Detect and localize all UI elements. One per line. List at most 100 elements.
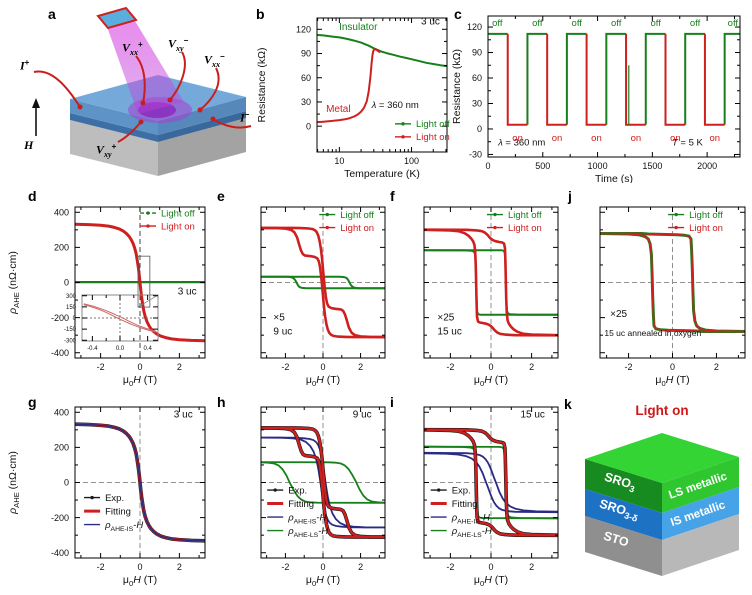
svg-text:3 uc: 3 uc: [178, 287, 197, 298]
contact-wires: [33, 51, 252, 143]
panel-letter-c: c: [454, 6, 462, 22]
svg-text:500: 500: [535, 161, 550, 171]
svg-text:2000: 2000: [697, 161, 717, 171]
svg-text:λ = 360 nm: λ = 360 nm: [371, 100, 419, 111]
svg-text:on: on: [670, 133, 681, 144]
svg-text:3 uc: 3 uc: [421, 17, 440, 28]
svg-text:-150: -150: [64, 327, 77, 333]
svg-text:on: on: [631, 133, 642, 144]
svg-text:ρAHE-LS-H: ρAHE-LS-H: [287, 526, 328, 539]
substrate-side-face: [158, 118, 246, 176]
svg-text:200: 200: [54, 243, 69, 253]
panel-letter-f: f: [390, 188, 395, 204]
svg-text:μ0H (T): μ0H (T): [123, 374, 157, 388]
terminal-label-vxy-plus: Vxy+: [96, 142, 117, 159]
svg-text:off: off: [690, 18, 701, 29]
svg-text:Light off: Light off: [416, 119, 450, 130]
svg-text:μ0H (T): μ0H (T): [306, 374, 340, 388]
svg-text:Resistance (kΩ): Resistance (kΩ): [451, 49, 463, 124]
svg-text:Light off: Light off: [689, 210, 723, 221]
svg-text:Time (s): Time (s): [595, 173, 633, 183]
svg-text:ρAHE (nΩ·cm): ρAHE (nΩ·cm): [7, 451, 21, 515]
interlayer-side-face: [158, 111, 246, 142]
svg-text:0: 0: [320, 362, 325, 372]
svg-text:Fitting: Fitting: [105, 506, 131, 517]
svg-text:10: 10: [334, 156, 344, 166]
svg-text:×25: ×25: [610, 309, 627, 320]
svg-text:Resistance (kΩ): Resistance (kΩ): [256, 48, 268, 123]
svg-text:0: 0: [306, 121, 311, 131]
svg-text:μ0H (T): μ0H (T): [474, 574, 508, 588]
svg-text:90: 90: [472, 48, 482, 58]
svg-text:×5: ×5: [273, 312, 285, 323]
svg-text:ρAHE (nΩ·cm): ρAHE (nΩ·cm): [7, 251, 21, 315]
ls-metallic-face: [662, 457, 739, 513]
svg-text:off: off: [650, 18, 661, 29]
svg-text:Light on: Light on: [635, 403, 688, 418]
chart-ahe-9uc-fit: -2 0 2 μ0H (T) 9 uc Exp. Fitting ρAHE-IS-HρAHE-…: [260, 406, 386, 588]
svg-text:300: 300: [66, 294, 77, 300]
svg-text:-300: -300: [64, 338, 77, 344]
svg-text:60: 60: [472, 73, 482, 83]
svg-text:-2: -2: [446, 562, 454, 572]
svg-text:2: 2: [714, 362, 719, 372]
svg-text:9 uc: 9 uc: [273, 327, 292, 338]
svg-text:150: 150: [66, 305, 77, 311]
panel-letter-e: e: [217, 188, 225, 204]
svg-text:0: 0: [485, 161, 490, 171]
terminal-label-i-minus: I−: [240, 110, 250, 125]
chart-resistance-vs-temperature: 10 100 0 30 60 90 120 Temperature (K) Resistance…: [256, 17, 450, 180]
substrate-front-face: [70, 120, 158, 176]
svg-text:Light off: Light off: [161, 208, 195, 219]
svg-text:120: 120: [467, 22, 482, 32]
contact-dots: [77, 97, 216, 125]
svg-text:Light off: Light off: [508, 210, 542, 221]
svg-text:Exp.: Exp.: [105, 493, 124, 504]
svg-text:-400: -400: [51, 548, 69, 558]
terminal-label-vxy-minus: Vxy−: [168, 36, 189, 53]
svg-text:ρAHE-IS-H: ρAHE-IS-H: [287, 512, 326, 525]
svg-text:400: 400: [54, 207, 69, 217]
light-beam: [106, 16, 184, 114]
svg-text:15 uc: 15 uc: [520, 410, 544, 421]
svg-text:μ0H (T): μ0H (T): [474, 374, 508, 388]
svg-text:0.0: 0.0: [116, 346, 125, 352]
svg-text:0: 0: [477, 124, 482, 134]
film-side-face: [158, 97, 246, 135]
svg-text:-200: -200: [51, 313, 69, 323]
svg-text:2: 2: [529, 362, 534, 372]
svg-text:0: 0: [320, 562, 325, 572]
svg-text:30: 30: [472, 99, 482, 109]
svg-text:2: 2: [358, 362, 363, 372]
svg-text:Temperature (K): Temperature (K): [344, 168, 420, 180]
svg-text:0: 0: [488, 362, 493, 372]
svg-text:ρAHE-IS-H: ρAHE-IS-H: [104, 520, 143, 533]
chart-ahe-15uc-annealed: -2 0 2 μ0H (T) ×25 15 uc annealed in oxygen Li…: [599, 206, 746, 388]
svg-text:ρAHE-LS-H: ρAHE-LS-H: [451, 526, 492, 539]
is-metallic-face: [662, 487, 739, 540]
svg-text:off: off: [572, 18, 583, 29]
light-source: [96, 6, 138, 30]
svg-text:15 uc annealed in oxygen: 15 uc annealed in oxygen: [604, 328, 701, 338]
svg-text:-2: -2: [281, 562, 289, 572]
svg-text:2: 2: [177, 362, 182, 372]
svg-text:0: 0: [64, 278, 69, 288]
terminal-label-i-plus: I+: [20, 58, 30, 73]
svg-text:1500: 1500: [642, 161, 662, 171]
svg-text:Insulator: Insulator: [339, 22, 378, 33]
chart-ahe-15uc-fit: -2 0 2 μ0H (T) 15 uc Exp. Fitting ρAHE-IS-HρAHE…: [423, 406, 559, 588]
svg-text:Light on: Light on: [689, 223, 723, 234]
svg-text:-2: -2: [625, 362, 633, 372]
svg-text:2: 2: [177, 562, 182, 572]
svg-text:off: off: [492, 18, 503, 29]
svg-text:-2: -2: [97, 562, 105, 572]
svg-text:Light on: Light on: [161, 221, 195, 232]
svg-text:Light on: Light on: [416, 132, 450, 143]
svg-text:3 uc: 3 uc: [174, 410, 193, 421]
svg-text:on: on: [552, 133, 563, 144]
panel-letter-g: g: [28, 394, 37, 410]
svg-text:Exp.: Exp.: [452, 485, 471, 496]
svg-text:2: 2: [358, 562, 363, 572]
